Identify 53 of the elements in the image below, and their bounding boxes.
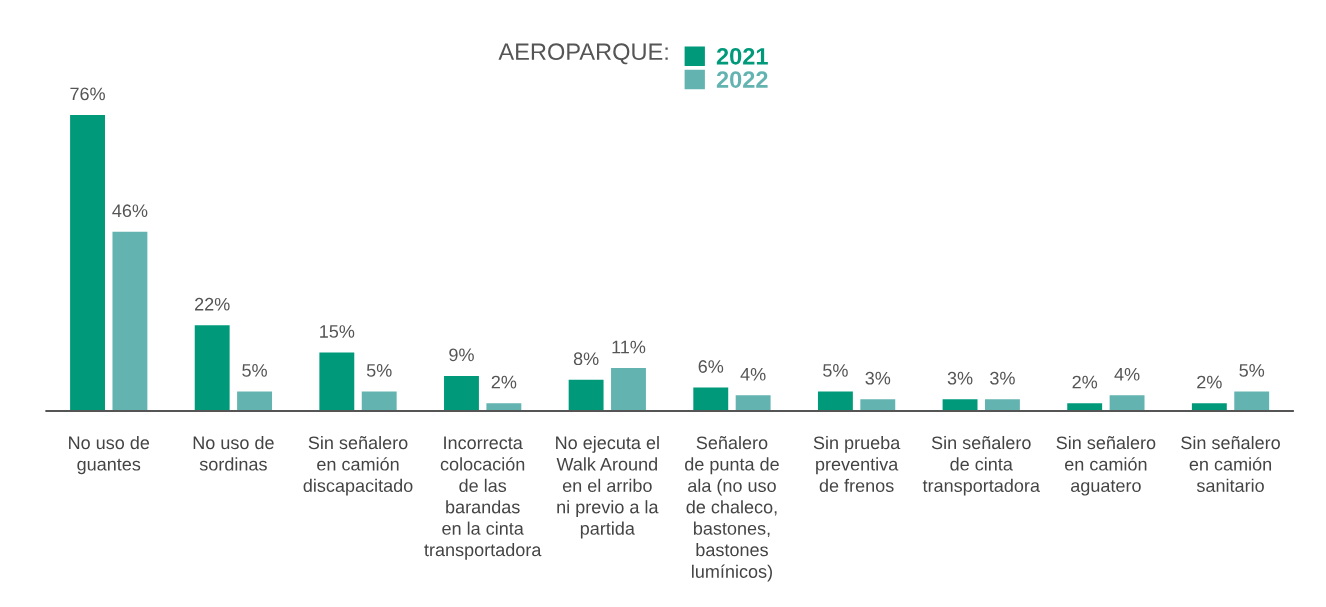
- x-tick-label: No uso de sordinas: [193, 435, 274, 471]
- bar: [112, 231, 148, 411]
- data-label: 4%: [740, 367, 766, 381]
- data-label: 5%: [366, 364, 392, 377]
- bar: [444, 375, 479, 411]
- x-tick-label: Sin señalero en camión sanitario: [1181, 435, 1280, 493]
- bar: [194, 325, 230, 411]
- bar: [860, 399, 896, 411]
- x-tick-label: Sin señalero de cinta transportadora: [922, 435, 1040, 496]
- data-label: 5%: [242, 364, 267, 377]
- x-tick-label: Sin señalero en camión discapacitado: [303, 435, 413, 496]
- data-label: 2%: [491, 375, 517, 389]
- data-label: 5%: [823, 364, 848, 377]
- bar: [1109, 395, 1145, 411]
- data-label: 6%: [698, 360, 724, 373]
- bar: [611, 368, 646, 411]
- data-label: 3%: [990, 371, 1015, 385]
- bar: [1234, 391, 1270, 411]
- data-label: 3%: [865, 371, 891, 385]
- bar: [361, 391, 397, 411]
- data-label: 76%: [70, 87, 105, 101]
- x-tick-label: No uso de guantes: [69, 435, 150, 475]
- bar: [568, 379, 604, 411]
- legend-label: 2022: [716, 71, 768, 88]
- data-label: 4%: [1114, 367, 1140, 381]
- x-tick-label: Incorrecta colocación de las barandas en la cinta transportadora: [424, 436, 542, 560]
- bar: [1191, 403, 1227, 411]
- bar: [984, 399, 1020, 411]
- data-label: 11%: [612, 340, 646, 354]
- bar: [942, 399, 978, 411]
- bar: [237, 391, 273, 411]
- data-label: 15%: [320, 325, 355, 338]
- bar: [70, 114, 105, 411]
- legend-label: 2021: [716, 47, 768, 65]
- data-label: 5%: [1239, 364, 1265, 377]
- legend-title: AEROPARQUE:: [498, 43, 668, 65]
- x-tick-label: No ejecuta el Walk Around en el arribo ni previo a la partida: [556, 435, 659, 539]
- bar: [735, 395, 771, 411]
- x-tick-label: Sin señalero en camión aguatero: [1056, 435, 1156, 496]
- x-tick-label: Sin prueba preventiva de frenos: [813, 435, 901, 493]
- data-label: 9%: [449, 348, 474, 362]
- data-label: 3%: [947, 371, 973, 385]
- bar: [486, 403, 522, 411]
- bar: [1067, 403, 1103, 411]
- bar: [319, 352, 355, 411]
- data-label: 22%: [195, 297, 230, 311]
- bar: [817, 391, 853, 411]
- data-label: 2%: [1072, 375, 1098, 389]
- bar: [693, 387, 729, 411]
- data-label: 46%: [112, 204, 148, 218]
- data-label: 2%: [1197, 375, 1222, 389]
- x-tick-label: Señalero de punta de ala (no uso de chaleco, bastones, bastones lumínicos): [685, 435, 779, 582]
- data-label: 8%: [573, 352, 599, 366]
